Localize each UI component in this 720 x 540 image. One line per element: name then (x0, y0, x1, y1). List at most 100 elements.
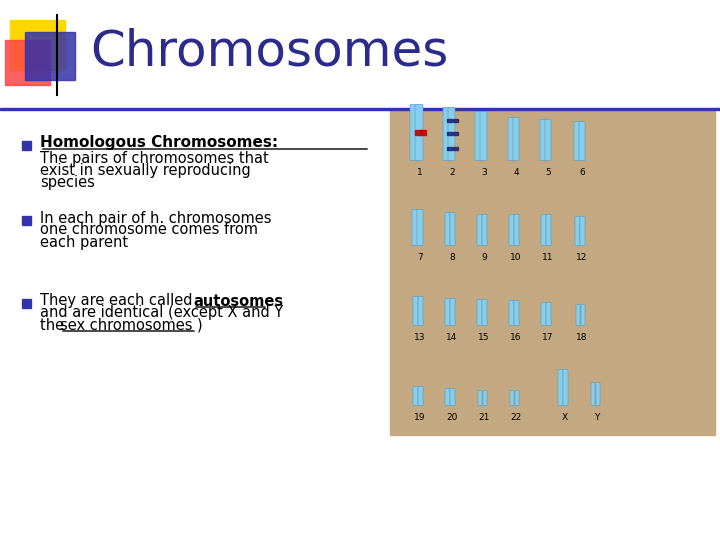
Bar (452, 119, 458, 122)
FancyBboxPatch shape (515, 390, 519, 406)
Text: each parent: each parent (40, 234, 128, 249)
Text: 10: 10 (510, 253, 522, 262)
Text: 15: 15 (478, 333, 490, 342)
Text: and are identical (except X and Y: and are identical (except X and Y (40, 306, 283, 321)
Bar (415, 130, 421, 135)
Text: 3: 3 (481, 168, 487, 177)
FancyBboxPatch shape (574, 122, 580, 160)
FancyBboxPatch shape (445, 213, 450, 246)
FancyBboxPatch shape (509, 300, 514, 326)
Text: 4: 4 (513, 168, 519, 177)
Text: 2: 2 (449, 168, 455, 177)
Text: 8: 8 (449, 253, 455, 262)
Text: X: X (562, 413, 568, 422)
Bar (446, 147, 452, 150)
FancyBboxPatch shape (477, 214, 482, 246)
FancyBboxPatch shape (546, 214, 551, 246)
FancyBboxPatch shape (482, 300, 487, 326)
FancyBboxPatch shape (514, 300, 519, 326)
FancyBboxPatch shape (448, 107, 455, 160)
Bar (22, 216, 31, 225)
Text: 16: 16 (510, 333, 522, 342)
Bar (10, 20, 65, 70)
Text: exist in sexually reproducing: exist in sexually reproducing (40, 163, 251, 178)
Text: 13: 13 (414, 333, 426, 342)
FancyBboxPatch shape (510, 390, 514, 406)
FancyBboxPatch shape (443, 107, 450, 160)
FancyBboxPatch shape (563, 369, 568, 406)
FancyBboxPatch shape (580, 217, 585, 246)
FancyBboxPatch shape (575, 217, 580, 246)
Text: 11: 11 (542, 253, 554, 262)
Text: 12: 12 (576, 253, 588, 262)
Text: 20: 20 (446, 413, 458, 422)
Bar (25, 32, 75, 80)
FancyBboxPatch shape (413, 296, 418, 326)
Bar (452, 132, 458, 135)
Bar (446, 132, 452, 135)
Text: The pairs of chromosomes that: The pairs of chromosomes that (40, 151, 269, 165)
FancyBboxPatch shape (591, 382, 595, 406)
FancyBboxPatch shape (410, 105, 418, 160)
FancyBboxPatch shape (540, 119, 546, 160)
FancyBboxPatch shape (477, 300, 482, 326)
Bar (420, 130, 426, 135)
Bar (22, 141, 31, 150)
FancyBboxPatch shape (450, 213, 455, 246)
Text: autosomes: autosomes (193, 294, 283, 308)
Text: one chromosome comes from: one chromosome comes from (40, 222, 258, 238)
Text: 17: 17 (542, 333, 554, 342)
FancyBboxPatch shape (478, 390, 482, 406)
FancyBboxPatch shape (450, 299, 455, 326)
FancyBboxPatch shape (418, 296, 423, 326)
Text: Chromosomes: Chromosomes (90, 28, 449, 76)
Text: species: species (40, 174, 95, 190)
Bar (0, 108, 720, 110)
FancyBboxPatch shape (546, 302, 551, 326)
Bar (22, 299, 31, 308)
FancyBboxPatch shape (417, 210, 423, 246)
Text: 6: 6 (579, 168, 585, 177)
Text: ): ) (197, 318, 202, 333)
Bar (390, 110, 715, 435)
FancyBboxPatch shape (508, 118, 514, 160)
Text: They are each called: They are each called (40, 294, 197, 308)
FancyBboxPatch shape (480, 111, 487, 160)
FancyBboxPatch shape (482, 214, 487, 246)
Bar (5, 40, 50, 85)
FancyBboxPatch shape (596, 382, 600, 406)
Text: 21: 21 (478, 413, 490, 422)
FancyBboxPatch shape (509, 214, 514, 246)
FancyBboxPatch shape (412, 210, 418, 246)
Text: 7: 7 (417, 253, 423, 262)
Text: 19: 19 (414, 413, 426, 422)
FancyBboxPatch shape (558, 369, 563, 406)
FancyBboxPatch shape (541, 302, 546, 326)
Text: the: the (40, 318, 68, 333)
FancyBboxPatch shape (541, 214, 546, 246)
FancyBboxPatch shape (413, 387, 418, 406)
Bar (452, 147, 458, 150)
Text: 1: 1 (417, 168, 423, 177)
FancyBboxPatch shape (514, 214, 519, 246)
FancyBboxPatch shape (475, 111, 482, 160)
Text: Y: Y (594, 413, 600, 422)
FancyBboxPatch shape (445, 388, 450, 406)
Text: In each pair of h. chromosomes: In each pair of h. chromosomes (40, 211, 271, 226)
FancyBboxPatch shape (445, 299, 450, 326)
FancyBboxPatch shape (579, 122, 585, 160)
FancyBboxPatch shape (483, 390, 487, 406)
Text: 14: 14 (446, 333, 458, 342)
Text: 22: 22 (510, 413, 521, 422)
FancyBboxPatch shape (450, 388, 455, 406)
FancyBboxPatch shape (581, 305, 585, 326)
FancyBboxPatch shape (576, 305, 580, 326)
Text: sex chromosomes: sex chromosomes (60, 318, 192, 333)
Text: 9: 9 (481, 253, 487, 262)
FancyBboxPatch shape (545, 119, 551, 160)
Text: 5: 5 (545, 168, 551, 177)
FancyBboxPatch shape (415, 105, 423, 160)
FancyBboxPatch shape (418, 387, 423, 406)
Bar (446, 119, 452, 122)
Text: Homologous Chromosomes:: Homologous Chromosomes: (40, 136, 278, 151)
